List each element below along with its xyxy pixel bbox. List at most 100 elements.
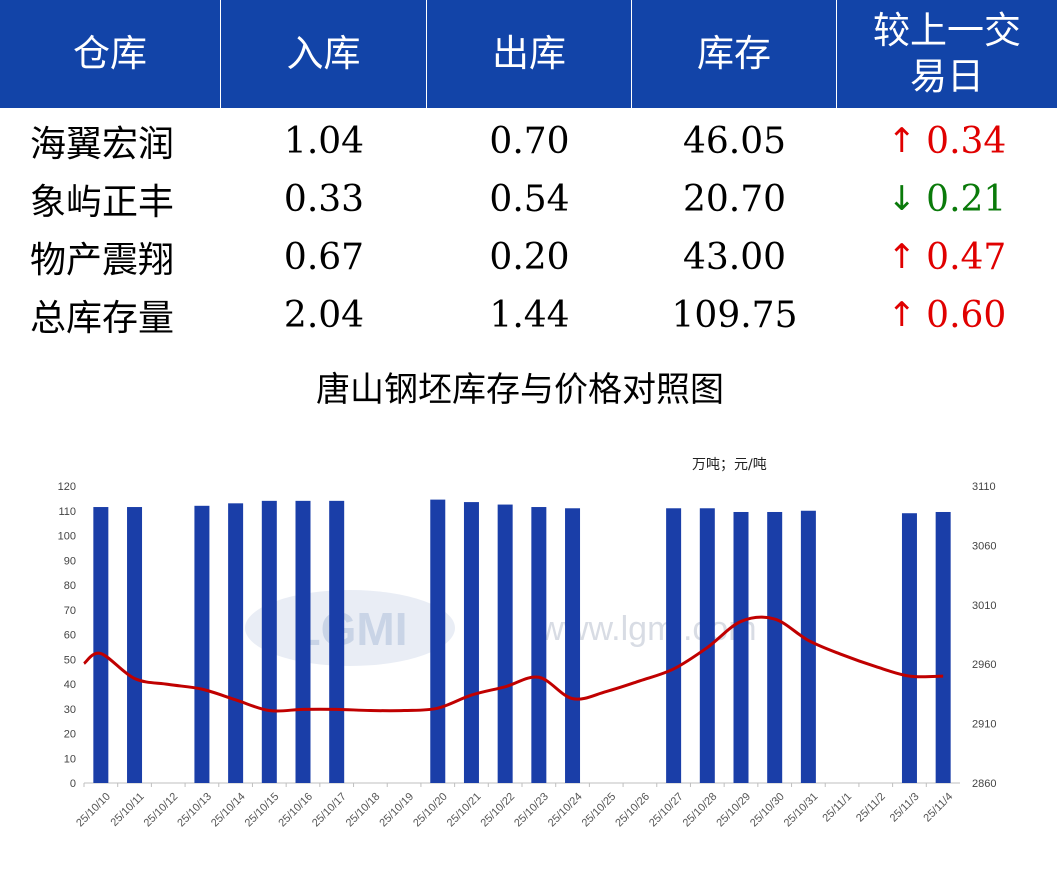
- x-tick-label: 25/10/22: [479, 791, 518, 830]
- x-tick-label: 25/11/3: [888, 791, 922, 825]
- bar: [800, 510, 816, 783]
- cell-change: ↑ 0.34: [837, 112, 1057, 170]
- bar: [565, 508, 581, 783]
- x-tick-label: 25/10/18: [344, 791, 383, 830]
- bar: [93, 507, 109, 783]
- y-left-tick: 100: [58, 531, 76, 543]
- header-outbound: 出库: [427, 0, 632, 108]
- watermark-logo: LGMI: [293, 603, 408, 655]
- x-tick-label: 25/10/30: [748, 791, 787, 830]
- y-left-tick: 10: [64, 753, 76, 765]
- x-tick-label: 25/10/24: [546, 791, 585, 830]
- x-tick-label: 25/10/14: [209, 791, 248, 830]
- bar: [935, 511, 951, 783]
- x-tick-label: 25/11/1: [820, 791, 854, 825]
- arrow-down-icon: ↓: [887, 179, 917, 219]
- bar-series: [93, 499, 951, 783]
- x-tick-label: 25/10/27: [647, 791, 686, 830]
- cell-out: 0.20: [489, 236, 570, 278]
- y-left-tick: 80: [64, 580, 76, 592]
- header-warehouse: 仓库: [0, 0, 221, 108]
- cell-stock: 109.75: [671, 294, 798, 336]
- x-tick-label: 25/10/21: [445, 791, 484, 830]
- chart-title: 唐山钢坯库存与价格对照图: [316, 370, 724, 410]
- cell-change: ↓ 0.21: [837, 170, 1057, 228]
- header-change: 较上一交 易日: [837, 0, 1057, 108]
- cell-change: ↑ 0.47: [837, 228, 1057, 286]
- header-inbound: 入库: [221, 0, 427, 108]
- x-tick-label: 25/11/2: [854, 791, 888, 825]
- change-value: 0.47: [926, 236, 1007, 278]
- arrow-up-icon: ↑: [887, 121, 917, 161]
- bar: [733, 511, 749, 783]
- cell-in: 0.67: [283, 236, 365, 278]
- header-change-line2: 易日: [910, 55, 984, 98]
- bar: [329, 500, 345, 783]
- header-stock: 库存: [632, 0, 837, 108]
- y-right-tick: 3060: [972, 540, 996, 552]
- y-right-tick: 2860: [972, 778, 996, 790]
- y-left-tick: 40: [64, 679, 76, 691]
- y-left-tick: 30: [64, 704, 76, 716]
- x-tick-label: 25/10/12: [142, 791, 181, 830]
- x-tick-label: 25/10/13: [175, 791, 214, 830]
- x-tick-label: 25/10/20: [411, 791, 450, 830]
- y-right-tick: 3010: [972, 600, 996, 612]
- cell-stock: 20.70: [682, 178, 787, 220]
- x-tick-label: 25/10/31: [782, 791, 821, 830]
- cell-name: 总库存量: [30, 298, 175, 339]
- cell-name: 海翼宏润: [30, 124, 175, 165]
- table-header: 仓库 入库 出库 库存 较上一交 易日: [0, 0, 1057, 108]
- bar: [531, 507, 547, 783]
- cell-in: 0.33: [283, 178, 365, 220]
- cell-in: 2.04: [283, 294, 365, 336]
- x-tick-label: 25/10/28: [681, 791, 720, 830]
- table-row: 象屿正丰 0.33 0.54 20.70 ↓ 0.21: [0, 170, 1057, 228]
- y-left-tick: 120: [58, 481, 76, 493]
- arrow-up-icon: ↑: [887, 295, 917, 335]
- x-tick-label: 25/10/29: [714, 791, 753, 830]
- header-change-line1: 较上一交: [873, 9, 1021, 52]
- change-value: 0.60: [926, 294, 1007, 336]
- x-tick-label: 25/10/26: [613, 791, 652, 830]
- table-row: 总库存量 2.04 1.44 109.75 ↑ 0.60: [0, 286, 1057, 344]
- cell-stock: 46.05: [682, 120, 787, 162]
- cell-stock: 43.00: [682, 236, 787, 278]
- x-tick-label: 25/11/4: [921, 791, 955, 825]
- x-tick-label: 25/10/11: [108, 791, 146, 829]
- cell-out: 0.54: [489, 178, 570, 220]
- bar: [261, 500, 277, 783]
- x-tick-label: 25/10/17: [310, 791, 349, 830]
- table-row: 物产震翔 0.67 0.20 43.00 ↑ 0.47: [0, 228, 1057, 286]
- y-left-tick: 110: [58, 506, 76, 518]
- line-series: [83, 615, 944, 713]
- unit-label: 万吨；元/吨: [692, 457, 767, 473]
- x-tick-label: 25/10/25: [580, 791, 619, 830]
- y-left-tick: 70: [64, 605, 76, 617]
- bar: [295, 500, 311, 783]
- arrow-up-icon: ↑: [887, 237, 917, 277]
- change-value: 0.21: [926, 178, 1007, 220]
- y-left-tick: 0: [70, 778, 76, 790]
- bar: [430, 499, 446, 783]
- y-left-tick: 20: [64, 729, 76, 741]
- change-value: 0.34: [926, 120, 1007, 162]
- cell-out: 0.70: [489, 120, 570, 162]
- cell-in: 1.04: [283, 120, 365, 162]
- bar: [901, 513, 917, 783]
- cell-name: 物产震翔: [30, 240, 175, 281]
- cell-out: 1.44: [489, 294, 570, 336]
- y-right-tick: 2910: [972, 719, 996, 731]
- table-row: 海翼宏润 1.04 0.70 46.05 ↑ 0.34: [0, 112, 1057, 170]
- bar: [194, 505, 210, 783]
- price-line: [83, 615, 944, 713]
- bar: [463, 502, 479, 783]
- cell-change: ↑ 0.60: [837, 286, 1057, 344]
- bar: [497, 504, 513, 783]
- bar: [127, 507, 143, 783]
- x-tick-label: 25/10/23: [512, 791, 551, 830]
- y-left-tick: 90: [64, 555, 76, 567]
- y-right-tick: 3110: [972, 481, 996, 493]
- y-left-tick: 60: [64, 630, 76, 642]
